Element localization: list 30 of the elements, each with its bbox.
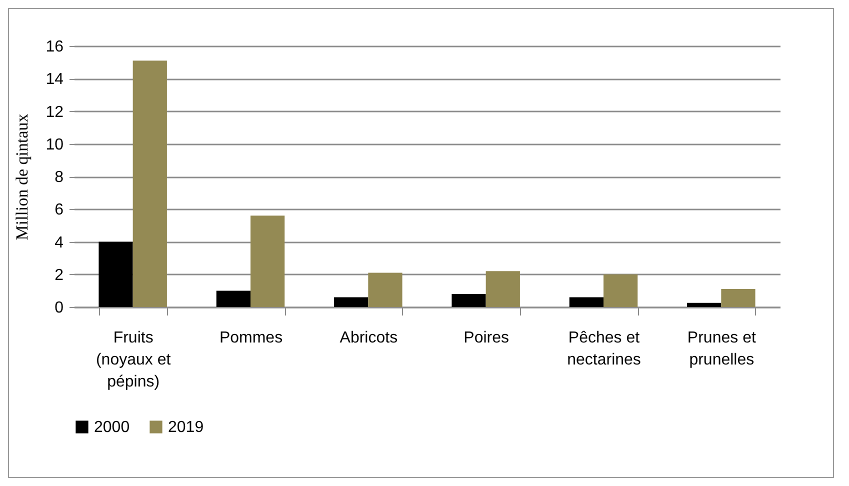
y-tick-label: 12 xyxy=(46,104,64,121)
legend-label: 2019 xyxy=(168,419,204,436)
x-tick-label: Fruits (noyaux et pépins) xyxy=(96,330,172,390)
legend-label: 2000 xyxy=(94,419,130,436)
y-tick-label: 16 xyxy=(46,38,64,56)
bar xyxy=(216,290,250,307)
x-tick-label: Abricots xyxy=(340,330,398,346)
x-tick-label: Pêches et nectarines xyxy=(567,330,641,368)
bar xyxy=(452,294,486,307)
y-tick-label: 8 xyxy=(54,169,64,186)
bar xyxy=(486,271,520,307)
y-tick-label: 14 xyxy=(46,71,64,88)
bar xyxy=(368,272,402,307)
bar xyxy=(604,274,638,307)
x-tick-label: Poires xyxy=(464,330,510,346)
y-tick-label: 0 xyxy=(54,300,64,316)
y-tick-label: 4 xyxy=(54,234,64,252)
bar xyxy=(132,60,167,307)
bar xyxy=(687,302,722,307)
bar xyxy=(721,289,756,307)
y-tick-label: 6 xyxy=(54,202,64,219)
y-tick-label: 2 xyxy=(54,266,64,284)
bar xyxy=(98,242,133,307)
y-tick-label: 10 xyxy=(46,136,64,154)
bar xyxy=(569,297,604,307)
y-axis-title: Million de qintaux xyxy=(12,113,32,240)
x-tick-label: Prunes et prunelles xyxy=(687,330,756,368)
bar xyxy=(250,216,285,307)
bar xyxy=(334,297,368,307)
x-tick-label: Pommes xyxy=(219,330,283,346)
